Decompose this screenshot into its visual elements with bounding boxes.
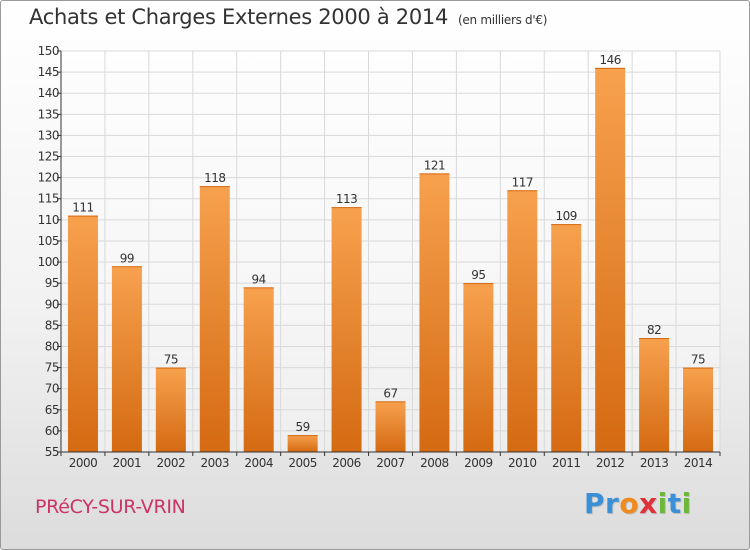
brand-letter: x [639,487,658,520]
y-tick-label: 90 [45,297,59,311]
x-tick-label: 2001 [113,456,142,470]
bars [67,67,714,453]
y-tick-label: 120 [38,171,59,185]
data-label: 94 [252,272,266,286]
data-label: 59 [295,420,309,434]
y-tick-label: 145 [38,65,59,79]
data-label: 75 [164,353,178,367]
brand-letter: t [667,487,682,520]
y-tick-label: 65 [45,403,59,417]
data-label: 111 [72,201,93,215]
x-tick-label: 2011 [552,456,581,470]
y-tick-label: 130 [38,128,59,142]
bar [375,401,406,452]
y-tick-label: 80 [45,339,59,353]
bar [639,338,670,452]
bar [419,173,450,452]
y-tick-label: 70 [45,382,59,396]
commune-name: PRéCY-SUR-VRIN [35,496,186,518]
y-tick-label: 100 [38,255,59,269]
brand-letter: P [584,487,606,520]
bar [287,435,318,452]
brand-letter: i [657,487,668,520]
y-tick-label: 140 [38,86,59,100]
x-tick-label: 2008 [420,456,449,470]
bar [683,367,714,452]
data-label: 82 [647,323,661,337]
y-tick-label: 85 [45,318,59,332]
data-label: 146 [599,53,620,67]
brand-letter: o [619,487,640,520]
bar [67,215,98,452]
data-label: 95 [471,268,485,282]
bar [595,67,626,452]
bar [331,207,362,452]
proxiti-logo: Proxiti [584,487,692,520]
data-label: 118 [204,171,225,185]
x-tick-label: 2009 [464,456,493,470]
y-tick-label: 95 [45,276,59,290]
y-tick-label: 150 [38,44,59,58]
data-label: 113 [336,192,357,206]
x-tick-label: 2005 [288,456,317,470]
bar [111,266,142,452]
y-tick-label: 125 [38,150,59,164]
data-label: 75 [691,353,705,367]
brand-letter: r [605,487,620,520]
x-tick-label: 2012 [596,456,625,470]
chart-unit-note: (en milliers d'€) [458,13,548,27]
x-tick-label: 2003 [200,456,229,470]
bar [463,283,494,452]
bar [507,190,538,452]
tick-labels: 55 60 65 70 75 80 85 90 95 100 105 110 115 120 125 130 1… [38,44,713,470]
x-tick-label: 2006 [332,456,361,470]
chart-title: Achats et Charges Externes 2000 à 2014 (e… [29,5,548,29]
x-tick-label: 2013 [640,456,669,470]
bar [199,186,230,453]
data-label: 121 [424,158,445,172]
y-tick-label: 135 [38,107,59,121]
x-tick-label: 2014 [684,456,713,470]
data-label: 67 [383,386,397,400]
y-tick-label: 55 [45,445,59,459]
data-label: 109 [556,209,577,223]
x-tick-label: 2007 [376,456,405,470]
y-tick-label: 60 [45,424,59,438]
y-tick-label: 75 [45,361,59,375]
bar [551,224,582,452]
y-tick-label: 110 [38,213,59,227]
bar [243,287,274,452]
x-tick-label: 2004 [244,456,273,470]
y-tick-label: 115 [38,192,59,206]
brand-letter: i [681,487,692,520]
data-label: 117 [512,175,533,189]
bar [155,367,186,452]
y-tick-label: 105 [38,234,59,248]
x-tick-label: 2010 [508,456,537,470]
axes [57,50,721,456]
x-tick-label: 2002 [157,456,186,470]
data-label: 99 [120,251,134,265]
x-tick-label: 2000 [69,456,98,470]
